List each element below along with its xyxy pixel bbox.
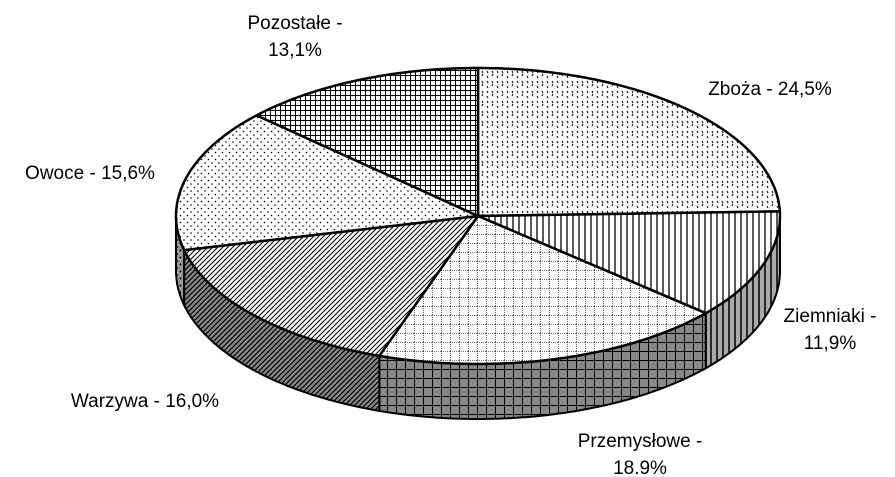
slice-label-line: Ziemniaki - — [784, 306, 877, 327]
slice — [476, 210, 782, 315]
slice-label: Owoce - 15,6% — [25, 163, 155, 184]
slice-label-line: 11,9% — [804, 333, 857, 354]
slice-label-line: Pozostałe - — [247, 13, 342, 34]
slice-label-line: 18.9% — [613, 458, 667, 477]
slice-label: Zboża - 24,5% — [708, 79, 832, 100]
slice-label: Przemysłowe - 18.9% — [578, 431, 703, 477]
slice — [476, 66, 782, 218]
slice — [174, 114, 480, 252]
slice-label-line: Zboża - 24,5% — [708, 79, 832, 100]
slice — [182, 214, 480, 358]
slice-label-line: 13,1% — [268, 40, 322, 61]
slice-label: Pozostałe - 13,1% — [247, 13, 342, 61]
slice-label-line: Warzywa - 16,0% — [71, 391, 219, 412]
slice — [378, 214, 708, 366]
slice-label: Ziemniaki - 11,9% — [784, 306, 877, 354]
slice — [255, 66, 480, 218]
slice-label: Warzywa - 16,0% — [71, 391, 219, 412]
slice-label-line: Owoce - 15,6% — [25, 163, 155, 184]
slice-label-line: Przemysłowe - — [578, 431, 703, 452]
